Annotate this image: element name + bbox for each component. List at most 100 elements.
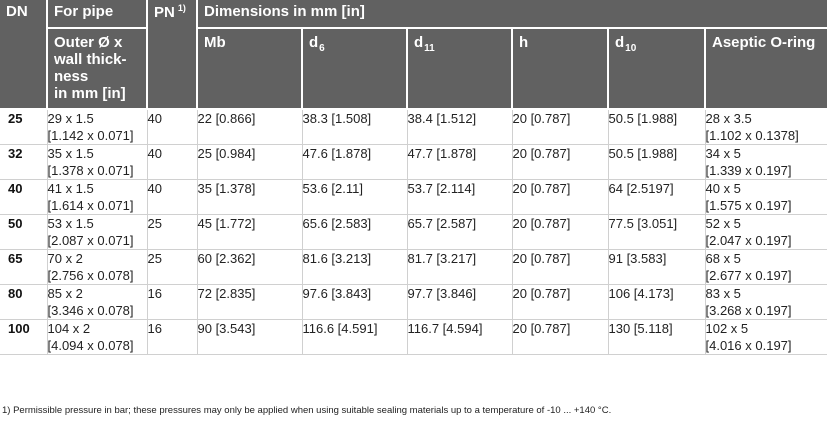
cell-oring-line-2: [4.016 x 0.197] — [705, 338, 792, 353]
cell-pipe-line-2: [3.346 x 0.078] — [47, 303, 134, 318]
cell-oring-line-1: 28 x 3.5 — [705, 111, 752, 126]
cell-d10: 106 [4.173] — [608, 284, 706, 320]
cell-pipe-line-1: 41 x 1.5 — [47, 181, 94, 196]
header-d6: d6 — [301, 28, 408, 110]
cell-pipe-line-1: 104 x 2 — [47, 321, 91, 336]
cell-d10: 64 [2.5197] — [608, 179, 706, 215]
cell-h: 20 [0.787] — [512, 214, 609, 250]
header-d10-base: d — [615, 34, 625, 51]
cell-pn: 16 — [147, 319, 198, 355]
cell-oring-line-2: [1.575 x 0.197] — [705, 198, 792, 213]
cell-pipe: 53 x 1.5 [2.087 x 0.071] — [47, 214, 148, 250]
header-d11-sub: 11 — [424, 43, 435, 54]
header-pn: PN 1) — [146, 0, 198, 110]
cell-oring-line-1: 34 x 5 — [705, 146, 741, 161]
cell-d11: 116.7 [4.594] — [407, 319, 513, 355]
cell-pn: 40 — [147, 109, 198, 145]
cell-pipe: 104 x 2 [4.094 x 0.078] — [47, 319, 148, 355]
cell-pipe-line-2: [1.378 x 0.071] — [47, 163, 134, 178]
cell-pipe-line-2: [1.142 x 0.071] — [47, 128, 134, 143]
cell-dn: 32 — [0, 144, 48, 180]
table-row: 32 35 x 1.5 [1.378 x 0.071] 40 25 [0.984] 47.… — [0, 144, 827, 180]
cell-d10: 91 [3.583] — [608, 249, 706, 285]
header-pn-footnote-mark: 1) — [177, 3, 186, 13]
cell-oring: 68 x 5 [2.677 x 0.197] — [705, 249, 827, 285]
cell-mb: 22 [0.866] — [197, 109, 303, 145]
cell-d11: 65.7 [2.587] — [407, 214, 513, 250]
cell-mb: 45 [1.772] — [197, 214, 303, 250]
cell-d11: 38.4 [1.512] — [407, 109, 513, 145]
cell-oring-line-2: [2.047 x 0.197] — [705, 233, 792, 248]
header-d10: d10 — [607, 28, 706, 110]
cell-pipe: 70 x 2 [2.756 x 0.078] — [47, 249, 148, 285]
cell-oring: 28 x 3.5 [1.102 x 0.1378] — [705, 109, 827, 145]
cell-pipe-line-2: [4.094 x 0.078] — [47, 338, 134, 353]
table-row: 65 70 x 2 [2.756 x 0.078] 25 60 [2.362] 81.6 … — [0, 249, 827, 285]
header-d6-base: d — [309, 34, 319, 51]
cell-oring-line-2: [1.102 x 0.1378] — [705, 128, 799, 143]
header-for-pipe: For pipe — [46, 0, 148, 29]
cell-d10: 50.5 [1.988] — [608, 144, 706, 180]
cell-pn: 25 — [147, 249, 198, 285]
cell-d11: 81.7 [3.217] — [407, 249, 513, 285]
cell-pipe-line-2: [2.756 x 0.078] — [47, 268, 134, 283]
footnote: 1) Permissible pressure in bar; these pr… — [2, 405, 612, 416]
table-row: 50 53 x 1.5 [2.087 x 0.071] 25 45 [1.772] 65.… — [0, 214, 827, 250]
header-outer-diameter: Outer Ø x wall thick- ness in mm [in] — [46, 28, 148, 110]
cell-d10: 50.5 [1.988] — [608, 109, 706, 145]
header-outer-line: wall thick- — [54, 51, 127, 68]
header-mb: Mb — [196, 28, 303, 110]
cell-d6: 65.6 [2.583] — [302, 214, 408, 250]
cell-oring: 83 x 5 [3.268 x 0.197] — [705, 284, 827, 320]
cell-dn: 25 — [0, 109, 48, 145]
cell-h: 20 [0.787] — [512, 249, 609, 285]
cell-pipe-line-1: 70 x 2 — [47, 251, 83, 266]
cell-pipe: 35 x 1.5 [1.378 x 0.071] — [47, 144, 148, 180]
cell-oring-line-1: 40 x 5 — [705, 181, 741, 196]
dimensions-table: DN For pipe PN 1) Dimensions in mm [in] O… — [0, 0, 827, 355]
cell-d6: 38.3 [1.508] — [302, 109, 408, 145]
cell-oring-line-1: 102 x 5 — [705, 321, 749, 336]
cell-pipe: 41 x 1.5 [1.614 x 0.071] — [47, 179, 148, 215]
cell-dn: 65 — [0, 249, 48, 285]
cell-h: 20 [0.787] — [512, 144, 609, 180]
cell-pipe-line-2: [1.614 x 0.071] — [47, 198, 134, 213]
cell-mb: 35 [1.378] — [197, 179, 303, 215]
cell-pn: 16 — [147, 284, 198, 320]
cell-d6: 97.6 [3.843] — [302, 284, 408, 320]
cell-pn: 40 — [147, 179, 198, 215]
header-dimensions: Dimensions in mm [in] — [195, 0, 827, 29]
cell-d11: 53.7 [2.114] — [407, 179, 513, 215]
cell-oring: 34 x 5 [1.339 x 0.197] — [705, 144, 827, 180]
cell-h: 20 [0.787] — [512, 179, 609, 215]
cell-d10: 130 [5.118] — [608, 319, 706, 355]
cell-oring-line-2: [3.268 x 0.197] — [705, 303, 792, 318]
header-outer-line: ness — [54, 68, 89, 85]
cell-d10: 77.5 [3.051] — [608, 214, 706, 250]
cell-oring-line-2: [2.677 x 0.197] — [705, 268, 792, 283]
cell-pn: 25 — [147, 214, 198, 250]
cell-pipe-line-1: 29 x 1.5 — [47, 111, 94, 126]
cell-pipe-line-1: 35 x 1.5 — [47, 146, 94, 161]
table-row: 25 29 x 1.5 [1.142 x 0.071] 40 22 [0.866] 38.… — [0, 109, 827, 145]
cell-dn: 100 — [0, 319, 48, 355]
header-d11-base: d — [414, 34, 424, 51]
cell-pipe: 85 x 2 [3.346 x 0.078] — [47, 284, 148, 320]
cell-mb: 25 [0.984] — [197, 144, 303, 180]
cell-mb: 60 [2.362] — [197, 249, 303, 285]
cell-d11: 47.7 [1.878] — [407, 144, 513, 180]
cell-dn: 50 — [0, 214, 48, 250]
cell-pipe-line-1: 85 x 2 — [47, 286, 83, 301]
cell-d6: 116.6 [4.591] — [302, 319, 408, 355]
cell-oring-line-1: 83 x 5 — [705, 286, 741, 301]
cell-h: 20 [0.787] — [512, 109, 609, 145]
cell-d6: 47.6 [1.878] — [302, 144, 408, 180]
cell-oring-line-1: 68 x 5 — [705, 251, 741, 266]
header-d10-sub: 10 — [625, 43, 637, 54]
cell-d6: 81.6 [3.213] — [302, 249, 408, 285]
header-d11: d11 — [406, 28, 513, 110]
cell-mb: 90 [3.543] — [197, 319, 303, 355]
cell-h: 20 [0.787] — [512, 319, 609, 355]
cell-oring-line-1: 52 x 5 — [705, 216, 741, 231]
cell-h: 20 [0.787] — [512, 284, 609, 320]
